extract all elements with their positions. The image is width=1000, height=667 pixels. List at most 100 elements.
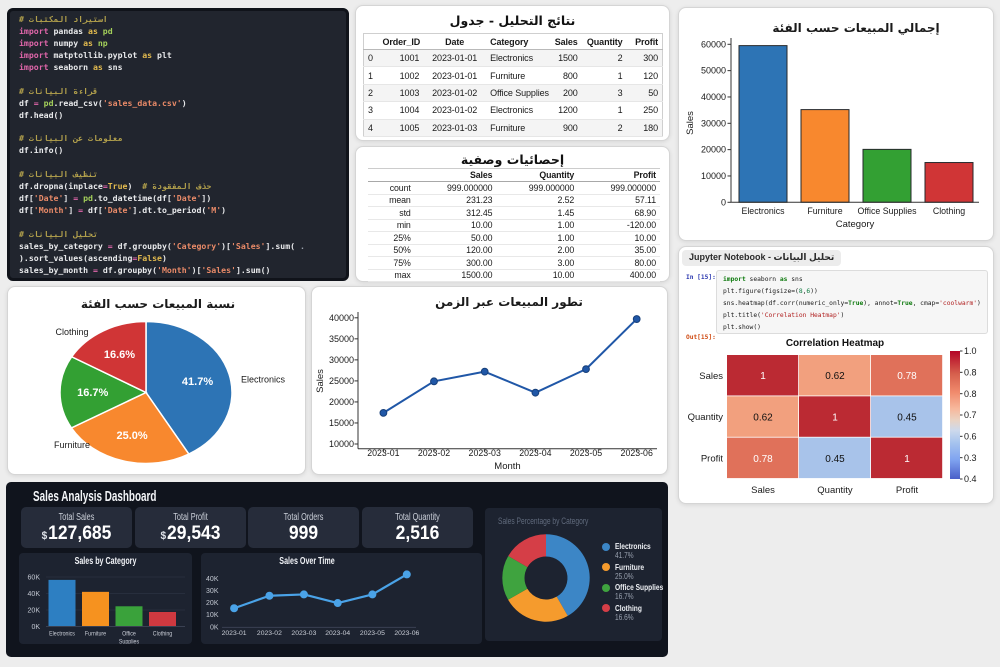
svg-text:2023-05: 2023-05 [570, 448, 602, 458]
svg-text:0.45: 0.45 [897, 412, 917, 423]
svg-text:Furniture: Furniture [807, 206, 842, 216]
sales-share-pie-card: نسبة المبيعات حسب الفئة 41.7% Electronics… [7, 286, 306, 475]
svg-text:2023-06: 2023-06 [394, 630, 419, 637]
describe-table[interactable]: Sales Quantity Profit count 999.000000 999.00… [368, 168, 660, 283]
svg-text:0.78: 0.78 [897, 371, 917, 382]
kpi-value: 2,516 [395, 523, 439, 544]
stats-card-title: إحصائيات وصفية [460, 152, 565, 167]
dashboard-donut-title: Sales Percentage by Category [498, 516, 589, 526]
notebook-code-cell[interactable]: import seaborn as sns plt.figure(figsize=… [716, 270, 988, 334]
kpi-total-orders[interactable]: Total Orders 999 [248, 507, 359, 548]
svg-text:2023-03: 2023-03 [469, 448, 501, 458]
svg-text:0.8: 0.8 [964, 368, 977, 378]
svg-text:20K: 20K [28, 608, 41, 615]
svg-text:Sales: Sales [751, 485, 775, 496]
kpi-total-profit[interactable]: Total Profit $29,543 [134, 507, 246, 548]
svg-text:Month: Month [494, 461, 520, 472]
svg-text:Office: Office [122, 630, 136, 638]
svg-text:50000: 50000 [701, 66, 726, 76]
svg-text:2023-04: 2023-04 [325, 630, 350, 637]
svg-text:2023-04: 2023-04 [519, 448, 551, 458]
svg-text:10K: 10K [206, 612, 219, 619]
dashboard-title: Sales Analysis Dashboard [33, 488, 157, 505]
descriptive-stats-card: إحصائيات وصفية Sales Quantity Profit count 9… [355, 146, 670, 283]
svg-text:30K: 30K [206, 588, 219, 595]
svg-text:0.3: 0.3 [964, 453, 977, 463]
category-bar-chart[interactable]: 0 10000 20000 30000 40000 50000 60000 Electroni… [679, 8, 995, 242]
code-editor-panel[interactable]: # استيراد المكتبات import pandas as pd imp… [7, 8, 349, 281]
sales-analysis-dashboard: Sales Analysis Dashboard Total Sales $12… [6, 482, 668, 657]
notebook-tab[interactable]: Jupyter Notebook - تحليل البيانات [682, 250, 842, 266]
svg-text:2023-01: 2023-01 [367, 448, 399, 458]
svg-text:Electronics: Electronics [741, 206, 785, 216]
sales-over-time-line-chart[interactable]: 10000 15000 20000 25000 30000 35000 40000 2023-… [312, 287, 669, 476]
svg-text:2023-02: 2023-02 [256, 630, 281, 637]
svg-text:Office Supplies: Office Supplies [857, 206, 917, 216]
kpi-total-quantity[interactable]: Total Quantity 2,516 [361, 507, 473, 548]
svg-text:2023-05: 2023-05 [359, 630, 384, 637]
sales-over-time-chart-card: تطور المبيعات عبر الزمن 10000 15000 20000 2… [311, 286, 668, 475]
dashboard-bar-panel: Sales by Category 0K 20K 40K 60K Electronics… [19, 553, 192, 644]
dashboard-line-title: Sales Over Time [278, 556, 335, 567]
kpi-value: 999 [288, 523, 319, 544]
python-source-code: # استيراد المكتبات import pandas as pd imp… [19, 14, 305, 275]
kpi-value: $127,685 [41, 523, 112, 544]
legend-dot [602, 563, 610, 571]
legend-dot [602, 583, 610, 592]
svg-text:0.7: 0.7 [964, 410, 977, 420]
correlation-heatmap[interactable]: 1 0.62 0.78 Sales 0.62 1 0.45 Quantity 0.78 0.45 1… [679, 347, 995, 505]
svg-text:60000: 60000 [701, 39, 726, 49]
svg-text:0.6: 0.6 [964, 432, 977, 442]
sales-share-pie-chart[interactable]: 41.7% Electronics 25.0% Furniture 16.7% 16.6%… [8, 287, 307, 476]
svg-text:0K: 0K [209, 624, 218, 631]
jupyter-notebook-card: Jupyter Notebook - تحليل البيانات In [15… [678, 246, 994, 504]
heatmap-title: Correlation Heatmap [785, 338, 885, 349]
svg-text:40000: 40000 [329, 313, 354, 323]
svg-text:25000: 25000 [329, 376, 354, 386]
analysis-results-card: نتائج التحليل - جدول Order_ID Date Categor… [355, 5, 670, 141]
pie-chart-title: نسبة المبيعات حسب الفئة [80, 297, 236, 311]
sales-by-category-chart-card: إجمالي المبيعات حسب الفئة 0 10000 20000 300… [678, 7, 994, 241]
svg-text:Profit: Profit [896, 485, 919, 496]
svg-text:0: 0 [721, 197, 726, 207]
svg-text:30000: 30000 [701, 118, 726, 128]
svg-text:40K: 40K [206, 576, 219, 583]
kpi-value: $29,543 [159, 523, 221, 544]
svg-text:Sales: Sales [315, 369, 326, 393]
svg-text:2023-03: 2023-03 [291, 630, 316, 637]
svg-text:16.6%: 16.6% [104, 349, 135, 361]
kpi-label: Total Profit [172, 512, 208, 523]
svg-text:0.62: 0.62 [753, 412, 773, 423]
dashboard-bar-title: Sales by Category [74, 556, 137, 567]
legend-dot [602, 604, 610, 612]
currency-symbol: $ [159, 530, 166, 542]
kpi-label: Total Sales [58, 512, 95, 523]
svg-text:Electronics: Electronics [241, 375, 286, 385]
orders-table[interactable]: Order_ID Date Category Sales Quantity Profit 0… [363, 33, 663, 137]
svg-text:16.7%: 16.7% [77, 387, 108, 399]
currency-symbol: $ [41, 530, 48, 542]
dashboard-bar-chart[interactable]: 0K 20K 40K 60K Electronics Furniture OfficeSup… [19, 553, 192, 644]
dashboard-donut-chart[interactable] [485, 508, 604, 641]
svg-text:1: 1 [832, 412, 838, 423]
svg-text:Quantity: Quantity [688, 412, 724, 423]
svg-text:Furniture: Furniture [54, 440, 90, 450]
dashboard-line-chart[interactable]: 0K 10K 20K 30K 40K 2023-01 2023-02 2023-03 2023-… [201, 553, 482, 644]
bar-chart-title: إجمالي المبيعات حسب الفئة [772, 21, 940, 35]
svg-text:35000: 35000 [329, 334, 354, 344]
kpi-total-sales[interactable]: Total Sales $127,685 [21, 507, 132, 548]
svg-text:Clothing: Clothing [153, 630, 172, 638]
svg-text:25.0%: 25.0% [116, 430, 147, 442]
svg-text:Clothing: Clothing [55, 327, 88, 337]
notebook-out-prompt: Out[15]: [686, 334, 716, 341]
svg-text:Furniture: Furniture [85, 630, 107, 638]
svg-text:1.0: 1.0 [964, 347, 977, 356]
svg-text:0.45: 0.45 [825, 454, 845, 465]
svg-text:30000: 30000 [329, 355, 354, 365]
svg-text:2023-02: 2023-02 [418, 448, 450, 458]
svg-text:Sales: Sales [685, 111, 696, 135]
svg-text:0.8: 0.8 [964, 389, 977, 399]
svg-text:40000: 40000 [701, 92, 726, 102]
svg-text:Electronics: Electronics [49, 630, 75, 638]
